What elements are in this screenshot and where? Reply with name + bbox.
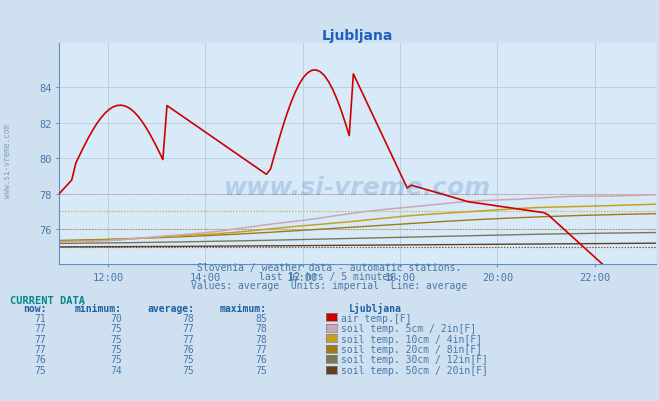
- Text: Slovenia / weather data - automatic stations.: Slovenia / weather data - automatic stat…: [197, 263, 462, 273]
- Text: 78: 78: [183, 313, 194, 323]
- Text: 85: 85: [255, 313, 267, 323]
- Text: soil temp. 5cm / 2in[F]: soil temp. 5cm / 2in[F]: [341, 323, 476, 333]
- Text: 75: 75: [183, 365, 194, 375]
- Text: now:: now:: [22, 303, 46, 313]
- Text: 76: 76: [34, 354, 46, 365]
- Text: soil temp. 30cm / 12in[F]: soil temp. 30cm / 12in[F]: [341, 354, 488, 365]
- Text: 77: 77: [34, 334, 46, 344]
- Text: 76: 76: [255, 354, 267, 365]
- Text: www.si-vreme.com: www.si-vreme.com: [224, 176, 491, 199]
- Text: maximum:: maximum:: [220, 303, 267, 313]
- Text: 77: 77: [34, 344, 46, 354]
- Text: 77: 77: [183, 334, 194, 344]
- Title: Ljubljana: Ljubljana: [322, 29, 393, 43]
- Text: 78: 78: [255, 334, 267, 344]
- Text: 75: 75: [110, 323, 122, 333]
- Text: 75: 75: [110, 354, 122, 365]
- Text: 78: 78: [255, 323, 267, 333]
- Text: www.si-vreme.com: www.si-vreme.com: [3, 124, 13, 197]
- Text: 75: 75: [255, 365, 267, 375]
- Text: 77: 77: [255, 344, 267, 354]
- Text: Values: average  Units: imperial  Line: average: Values: average Units: imperial Line: av…: [191, 280, 468, 290]
- Text: 77: 77: [183, 323, 194, 333]
- Text: 74: 74: [110, 365, 122, 375]
- Text: 75: 75: [110, 334, 122, 344]
- Text: air temp.[F]: air temp.[F]: [341, 313, 411, 323]
- Text: soil temp. 50cm / 20in[F]: soil temp. 50cm / 20in[F]: [341, 365, 488, 375]
- Text: CURRENT DATA: CURRENT DATA: [10, 295, 85, 305]
- Text: 75: 75: [183, 354, 194, 365]
- Text: 77: 77: [34, 323, 46, 333]
- Text: 75: 75: [34, 365, 46, 375]
- Text: last 12 hrs / 5 minutes.: last 12 hrs / 5 minutes.: [259, 271, 400, 282]
- Text: 71: 71: [34, 313, 46, 323]
- Text: soil temp. 20cm / 8in[F]: soil temp. 20cm / 8in[F]: [341, 344, 482, 354]
- Text: Ljubljana: Ljubljana: [349, 302, 402, 313]
- Text: 70: 70: [110, 313, 122, 323]
- Text: average:: average:: [148, 303, 194, 313]
- Text: minimum:: minimum:: [75, 303, 122, 313]
- Text: 75: 75: [110, 344, 122, 354]
- Text: 76: 76: [183, 344, 194, 354]
- Text: soil temp. 10cm / 4in[F]: soil temp. 10cm / 4in[F]: [341, 334, 482, 344]
